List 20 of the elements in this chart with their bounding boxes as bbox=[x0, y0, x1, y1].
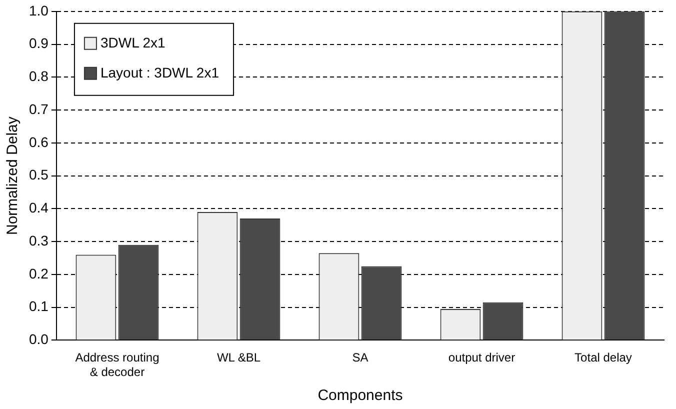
legend-label: Layout : 3DWL 2x1 bbox=[100, 64, 220, 80]
x-axis-title: Components bbox=[318, 387, 403, 404]
y-tick-label: 0.3 bbox=[28, 232, 49, 248]
x-tick-label: output driver bbox=[448, 350, 516, 365]
x-tick-label: Address routing & decoder bbox=[75, 350, 160, 380]
y-tick-label: 0.8 bbox=[28, 68, 49, 84]
legend-label: 3DWL 2x1 bbox=[100, 34, 166, 50]
y-tick-label: 1.0 bbox=[28, 2, 49, 18]
y-tick-label: 0.9 bbox=[28, 35, 49, 52]
x-tick-label: WL &BL bbox=[216, 350, 261, 365]
y-tick-label: 0.0 bbox=[28, 331, 49, 348]
x-tick-label: SA bbox=[352, 350, 368, 365]
y-tick-label: 0.2 bbox=[28, 265, 49, 282]
x-tick-label: Total delay bbox=[574, 350, 632, 365]
y-tick-label: 0.6 bbox=[28, 134, 49, 150]
y-tick-label: 0.1 bbox=[28, 298, 49, 314]
y-tick-label: 0.4 bbox=[28, 200, 49, 216]
y-tick-label: 0.5 bbox=[28, 166, 49, 183]
y-tick-label: 0.7 bbox=[28, 100, 49, 117]
y-axis-title: Normalized Delay bbox=[4, 116, 22, 235]
